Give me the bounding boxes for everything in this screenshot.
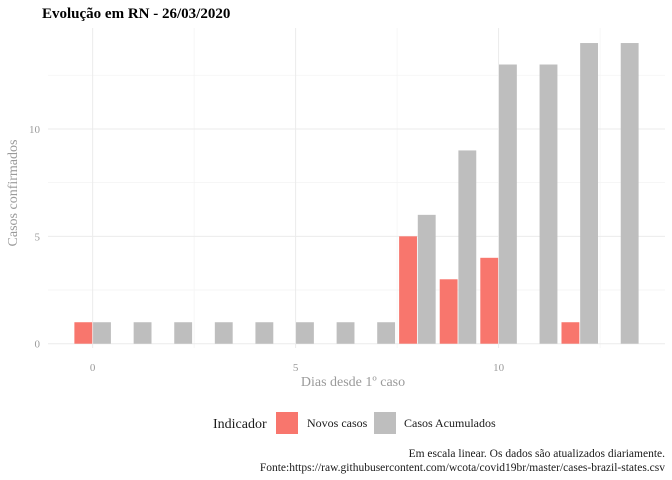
legend-swatch-novos-casos: [276, 412, 298, 434]
bar-casos-acumulados: [214, 322, 233, 344]
x-tick-label: 0: [90, 362, 96, 374]
bar-casos-acumulados: [539, 64, 558, 344]
legend-label-casos-acumulados: Casos Acumulados: [404, 416, 496, 430]
y-axis-title: Casos confirmados: [6, 140, 21, 247]
bar-casos-acumulados: [255, 322, 274, 344]
y-tick-label: 5: [35, 231, 41, 243]
x-axis-title: Dias desde 1º caso: [301, 375, 405, 390]
bar-novos-casos: [439, 279, 458, 344]
bar-casos-acumulados: [458, 150, 477, 344]
bar-casos-acumulados: [336, 322, 355, 344]
bar-casos-acumulados: [377, 322, 396, 344]
legend-title: Indicador: [213, 417, 267, 432]
grid: [48, 28, 665, 348]
bars: [74, 43, 639, 344]
x-tick-label: 10: [493, 362, 505, 374]
legend: Indicador Novos casos Casos Acumulados: [213, 412, 496, 434]
bar-novos-casos: [74, 322, 93, 344]
chart-title: Evolução em RN - 26/03/2020: [42, 6, 230, 22]
tick-labels: 0 5 10 0 5 10: [29, 124, 505, 374]
bar-novos-casos: [480, 257, 499, 344]
legend-swatch-casos-acumulados: [374, 412, 396, 434]
bar-casos-acumulados: [498, 64, 517, 344]
legend-label-novos-casos: Novos casos: [307, 416, 368, 430]
bar-novos-casos: [399, 236, 417, 344]
bar-casos-acumulados: [133, 322, 152, 344]
caption-line-2: Fonte:https://raw.githubusercontent.com/…: [260, 462, 665, 474]
y-tick-label: 0: [35, 339, 41, 351]
bar-casos-acumulados: [580, 43, 599, 344]
bar-casos-acumulados: [174, 322, 193, 344]
bar-casos-acumulados: [620, 43, 639, 344]
bar-novos-casos: [561, 322, 580, 344]
x-tick-label: 5: [293, 362, 299, 374]
bar-casos-acumulados: [93, 322, 111, 344]
y-tick-label: 10: [29, 124, 41, 136]
caption-line-1: Em escala linear. Os dados são atualizad…: [409, 448, 666, 460]
bar-casos-acumulados: [296, 322, 314, 344]
bar-casos-acumulados: [417, 214, 436, 344]
